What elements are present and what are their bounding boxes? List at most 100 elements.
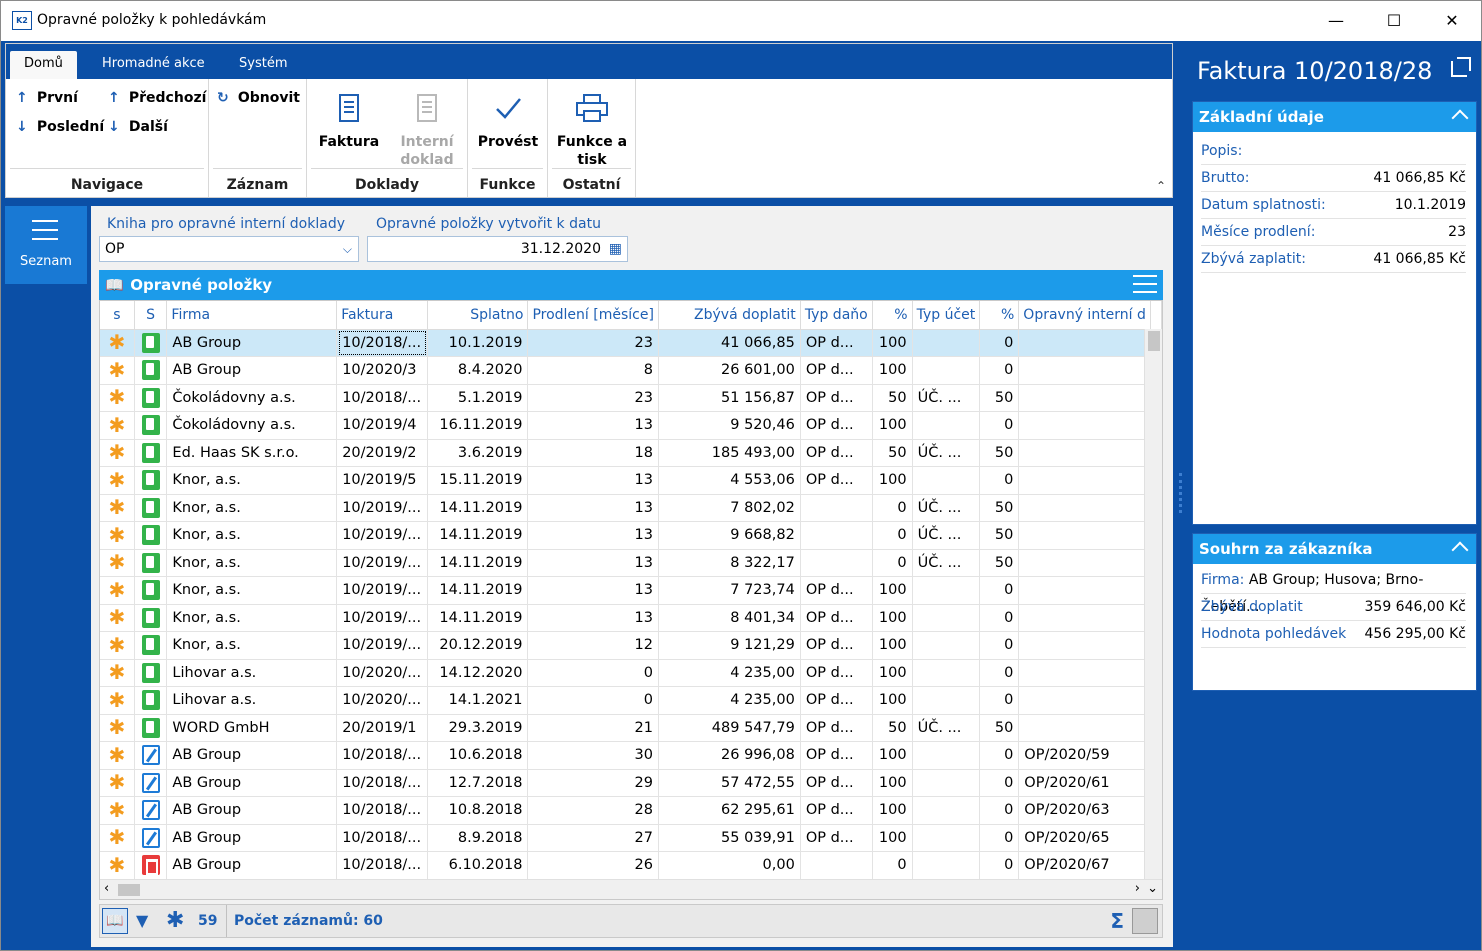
cell-splatno[interactable]: 14.11.2019 <box>427 604 529 632</box>
table-row[interactable]: ✱ AB Group 10/2018/... 10.6.2018 30 26 996,08… <box>100 741 1162 770</box>
row-status-cell[interactable] <box>134 329 168 357</box>
table-row[interactable]: ✱ Knor, a.s. 10/2019/... 14.11.2019 13 7 723,… <box>100 576 1162 605</box>
table-row[interactable]: ✱ AB Group 10/2018/... 12.7.2018 29 57 472,55… <box>100 769 1162 797</box>
cell-prodleni[interactable]: 27 <box>527 824 659 852</box>
cell-faktura[interactable]: 10/2019/... <box>336 521 429 550</box>
cell-typ-dane[interactable]: OP d... <box>800 576 873 605</box>
row-star-cell[interactable]: ✱ <box>100 384 135 412</box>
row-star-cell[interactable]: ✱ <box>100 604 135 632</box>
maximize-button[interactable]: ☐ <box>1386 11 1402 30</box>
cell-firma[interactable]: AB Group <box>166 329 338 357</box>
cell-pct-uctu[interactable]: 0 <box>979 796 1020 825</box>
cell-faktura[interactable]: 10/2018/... <box>336 796 429 825</box>
cell-typ-uctu[interactable] <box>912 604 981 632</box>
cell-typ-dane[interactable]: OP d... <box>800 769 873 797</box>
row-status-cell[interactable] <box>134 824 168 852</box>
row-status-cell[interactable] <box>134 411 168 440</box>
cell-faktura[interactable]: 10/2019/4 <box>336 411 429 440</box>
cell-typ-dane[interactable]: OP d... <box>800 659 873 687</box>
table-row[interactable]: ✱ Knor, a.s. 10/2019/... 14.11.2019 13 7 802,… <box>100 494 1162 522</box>
row-status-cell[interactable] <box>134 604 168 632</box>
cell-typ-dane[interactable] <box>800 494 873 522</box>
cell-firma[interactable]: AB Group <box>166 769 338 797</box>
cell-zbyva[interactable]: 0,00 <box>658 851 801 880</box>
cell-splatno[interactable]: 10.1.2019 <box>427 329 529 357</box>
cell-faktura[interactable]: 10/2018/... <box>336 851 429 880</box>
faktura-button[interactable]: Faktura <box>309 87 389 172</box>
cell-prodleni[interactable]: 13 <box>527 411 659 440</box>
cell-typ-dane[interactable]: OP d... <box>800 356 873 385</box>
table-row[interactable]: ✱ Lihovar a.s. 10/2020/... 14.12.2020 0 4 235… <box>100 659 1162 687</box>
cell-prodleni[interactable]: 13 <box>527 604 659 632</box>
cell-typ-uctu[interactable]: ÚČ. ... <box>912 494 981 522</box>
row-star-cell[interactable]: ✱ <box>100 796 135 825</box>
cell-pct-uctu[interactable]: 0 <box>979 576 1020 605</box>
cell-faktura[interactable]: 10/2018/... <box>336 384 429 412</box>
cell-typ-uctu[interactable] <box>912 741 981 770</box>
row-star-cell[interactable]: ✱ <box>100 824 135 852</box>
cell-typ-dane[interactable] <box>800 521 873 550</box>
cell-firma[interactable]: Knor, a.s. <box>166 631 338 660</box>
hscroll-thumb[interactable] <box>118 884 140 896</box>
cell-splatno[interactable]: 10.6.2018 <box>427 741 529 770</box>
table-row[interactable]: ✱ Lihovar a.s. 10/2020/... 14.1.2021 0 4 235,… <box>100 686 1162 715</box>
cell-zbyva[interactable]: 26 601,00 <box>658 356 801 385</box>
row-status-cell[interactable] <box>134 686 168 715</box>
row-status-cell[interactable] <box>134 796 168 825</box>
cell-typ-dane[interactable]: OP d... <box>800 604 873 632</box>
cell-pct-uctu[interactable]: 0 <box>979 604 1020 632</box>
col-s-lower[interactable]: s <box>100 301 135 330</box>
cell-splatno[interactable]: 3.6.2019 <box>427 439 529 467</box>
col-typ-dane[interactable]: Typ daňo <box>800 301 873 330</box>
cell-pct-dane[interactable]: 50 <box>872 714 913 742</box>
cell-zbyva[interactable]: 9 121,29 <box>658 631 801 660</box>
cell-zbyva[interactable]: 7 802,02 <box>658 494 801 522</box>
cell-pct-uctu[interactable]: 0 <box>979 686 1020 715</box>
dropdown-icon[interactable]: ⌵ <box>342 242 352 256</box>
table-row[interactable]: ✱ Knor, a.s. 10/2019/5 15.11.2019 13 4 553,06… <box>100 466 1162 495</box>
cell-typ-uctu[interactable] <box>912 631 981 660</box>
cell-zbyva[interactable]: 55 039,91 <box>658 824 801 852</box>
nav-item-seznam[interactable]: Seznam <box>5 206 87 284</box>
panel-splitter[interactable] <box>1175 43 1187 947</box>
cell-pct-dane[interactable]: 0 <box>872 549 913 577</box>
scroll-down-icon[interactable]: ⌄ <box>1147 881 1158 896</box>
cell-typ-dane[interactable]: OP d... <box>800 384 873 412</box>
cell-opravny[interactable]: OP/2020/59 <box>1018 741 1151 770</box>
cell-splatno[interactable]: 10.8.2018 <box>427 796 529 825</box>
table-row[interactable]: ✱ Knor, a.s. 10/2019/... 14.11.2019 13 8 401,… <box>100 604 1162 632</box>
cell-typ-uctu[interactable] <box>912 686 981 715</box>
cell-typ-uctu[interactable] <box>912 824 981 852</box>
external-link-icon[interactable] <box>1451 57 1471 77</box>
cell-typ-uctu[interactable] <box>912 851 981 880</box>
row-star-cell[interactable]: ✱ <box>100 521 135 550</box>
scroll-thumb[interactable] <box>1148 331 1160 351</box>
cell-pct-uctu[interactable]: 50 <box>979 494 1020 522</box>
cell-faktura[interactable]: 10/2020/... <box>336 686 429 715</box>
cell-typ-uctu[interactable]: ÚČ. ... <box>912 549 981 577</box>
cell-prodleni[interactable]: 13 <box>527 521 659 550</box>
cell-zbyva[interactable]: 4 235,00 <box>658 659 801 687</box>
row-star-cell[interactable]: ✱ <box>100 576 135 605</box>
book-toggle-icon[interactable]: 📖 <box>102 908 128 934</box>
cell-pct-uctu[interactable]: 0 <box>979 631 1020 660</box>
cell-pct-dane[interactable]: 100 <box>872 796 913 825</box>
table-row[interactable]: ✱ Ed. Haas SK s.r.o. 20/2019/2 3.6.2019 18 18… <box>100 439 1162 467</box>
cell-splatno[interactable]: 14.11.2019 <box>427 494 529 522</box>
cell-pct-uctu[interactable]: 50 <box>979 714 1020 742</box>
cell-typ-dane[interactable]: OP d... <box>800 824 873 852</box>
cell-prodleni[interactable]: 28 <box>527 796 659 825</box>
row-status-cell[interactable] <box>134 851 168 880</box>
cell-typ-dane[interactable]: OP d... <box>800 686 873 715</box>
vertical-scrollbar[interactable] <box>1144 329 1162 879</box>
tab-hromadne-akce[interactable]: Hromadné akce <box>102 56 205 71</box>
cell-faktura[interactable]: 10/2018/... <box>336 741 429 770</box>
cell-pct-uctu[interactable]: 0 <box>979 824 1020 852</box>
cell-pct-dane[interactable]: 0 <box>872 851 913 880</box>
cell-typ-dane[interactable]: OP d... <box>800 714 873 742</box>
cell-splatno[interactable]: 8.4.2020 <box>427 356 529 385</box>
cell-typ-uctu[interactable]: ÚČ. ... <box>912 439 981 467</box>
cell-splatno[interactable]: 14.11.2019 <box>427 549 529 577</box>
row-star-cell[interactable]: ✱ <box>100 714 135 742</box>
datum-input[interactable]: 31.12.2020 ▦ <box>367 236 628 262</box>
